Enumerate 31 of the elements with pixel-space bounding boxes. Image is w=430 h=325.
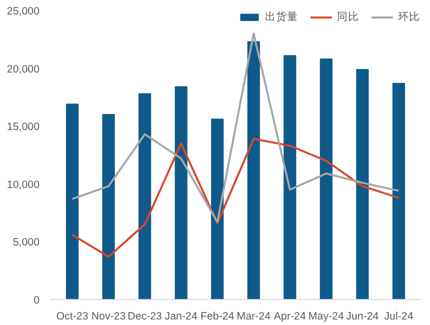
x-tick-label: Jul-24	[384, 310, 414, 322]
x-tick-label: Jun-24	[346, 310, 379, 322]
x-tick-label: May-24	[308, 310, 344, 322]
bar	[102, 114, 115, 300]
legend-label: 环比	[398, 10, 420, 24]
bar	[211, 118, 224, 300]
bar	[247, 41, 260, 300]
bar	[320, 58, 332, 300]
legend-label: 同比	[337, 10, 359, 24]
x-tick-label: Mar-24	[236, 310, 271, 322]
x-tick-label: Oct-23	[56, 310, 88, 322]
y-tick-label: 5,000	[12, 236, 40, 249]
x-tick-label: Nov-23	[91, 310, 126, 322]
x-tick-label: Jan-24	[164, 310, 198, 322]
y-tick-label: 0	[34, 294, 40, 306]
bar	[284, 55, 296, 300]
line-series	[71, 32, 400, 224]
line-series	[71, 138, 400, 258]
x-tick-label: Dec-23	[128, 310, 162, 322]
x-tick-label: Apr-24	[274, 310, 306, 322]
bar	[138, 93, 152, 300]
y-tick-label: 20,000	[6, 63, 40, 76]
bar	[66, 104, 79, 300]
bar	[392, 82, 406, 300]
legend-label: 出货量	[265, 10, 298, 24]
y-tick-label: 10,000	[6, 178, 40, 191]
y-tick-label: 15,000	[6, 121, 40, 134]
x-tick-label: Feb-24	[200, 310, 234, 322]
y-tick-label: 25,000	[6, 6, 40, 18]
bar	[356, 68, 369, 300]
bar	[174, 86, 188, 300]
